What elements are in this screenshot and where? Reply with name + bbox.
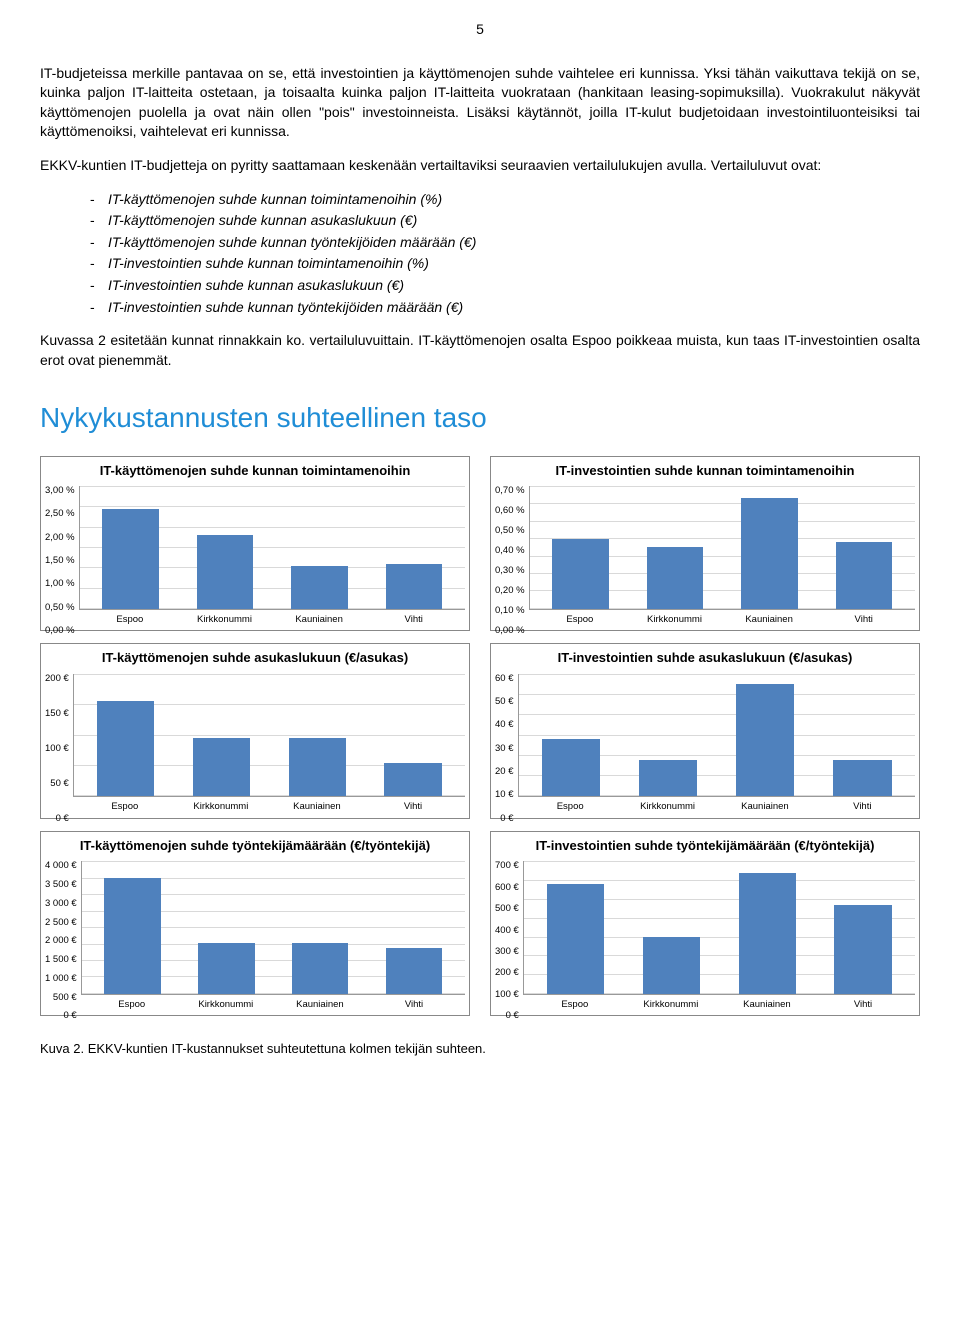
chart-card: IT-käyttömenojen suhde työntekijämäärään… xyxy=(40,831,470,1017)
para-1: IT-budjeteissa merkille pantavaa on se, … xyxy=(40,64,920,142)
x-tick: Kirkkonummi xyxy=(179,998,273,1011)
bullet-list: IT-käyttömenojen suhde kunnan toimintame… xyxy=(90,190,920,318)
chart-bar xyxy=(97,701,154,796)
x-tick: Kirkkonummi xyxy=(173,800,269,813)
list-item: IT-käyttömenojen suhde kunnan asukasluku… xyxy=(90,211,920,231)
chart-title: IT-investointien suhde kunnan toimintame… xyxy=(495,463,915,479)
x-tick: Kauniainen xyxy=(272,613,367,626)
x-axis: EspooKirkkonummiKauniainenVihti xyxy=(73,797,465,813)
chart-card: IT-käyttömenojen suhde kunnan toimintame… xyxy=(40,456,470,632)
bullet-text: IT-käyttömenojen suhde kunnan työntekijö… xyxy=(108,234,476,250)
chart-bar xyxy=(193,738,250,796)
chart-plot xyxy=(518,674,916,798)
chart-bar xyxy=(542,739,600,796)
section-title: Nykykustannusten suhteellinen taso xyxy=(40,398,920,437)
chart-plot xyxy=(81,861,465,995)
chart-bar xyxy=(736,684,794,796)
para-2-intro: EKKV-kuntien IT-budjetteja on pyritty sa… xyxy=(40,156,920,176)
y-axis: 0,70 %0,60 %0,50 %0,40 %0,30 %0,20 %0,10… xyxy=(495,486,529,626)
chart-bar xyxy=(639,760,697,797)
chart-bar xyxy=(292,943,348,994)
x-tick: Vihti xyxy=(366,613,461,626)
chart-card: IT-investointien suhde työntekijämäärään… xyxy=(490,831,920,1017)
x-tick: Espoo xyxy=(522,800,619,813)
x-tick: Kauniainen xyxy=(269,800,365,813)
chart-title: IT-käyttömenojen suhde kunnan toimintame… xyxy=(45,463,465,479)
chart-bar xyxy=(198,943,254,994)
x-tick: Kirkkonummi xyxy=(627,613,722,626)
chart-bar xyxy=(643,937,700,994)
bullet-text: IT-investointien suhde kunnan toimintame… xyxy=(108,255,429,271)
x-tick: Kirkkonummi xyxy=(619,800,716,813)
chart-plot xyxy=(79,486,465,610)
chart-bar xyxy=(833,760,891,797)
y-axis: 700 €600 €500 €400 €300 €200 €100 €0 € xyxy=(495,861,523,1011)
chart-bar xyxy=(552,539,609,609)
x-tick: Kirkkonummi xyxy=(623,998,719,1011)
chart-plot xyxy=(529,486,915,610)
chart-plot xyxy=(73,674,465,798)
list-item: IT-käyttömenojen suhde kunnan työntekijö… xyxy=(90,233,920,253)
chart-bar xyxy=(291,566,348,609)
x-axis: EspooKirkkonummiKauniainenVihti xyxy=(81,995,465,1011)
chart-bar xyxy=(384,763,441,797)
x-axis: EspooKirkkonummiKauniainenVihti xyxy=(518,797,916,813)
list-item: IT-investointien suhde kunnan työntekijö… xyxy=(90,298,920,318)
x-tick: Espoo xyxy=(533,613,628,626)
x-tick: Espoo xyxy=(85,998,179,1011)
page-number: 5 xyxy=(40,20,920,40)
chart-plot xyxy=(523,861,915,995)
bullet-text: IT-investointien suhde kunnan työntekijö… xyxy=(108,299,463,315)
y-axis: 4 000 €3 500 €3 000 €2 500 €2 000 €1 500… xyxy=(45,861,81,1011)
x-axis: EspooKirkkonummiKauniainenVihti xyxy=(79,610,465,626)
figure-caption: Kuva 2. EKKV-kuntien IT-kustannukset suh… xyxy=(40,1040,920,1058)
chart-card: IT-käyttömenojen suhde asukaslukuun (€/a… xyxy=(40,643,470,819)
list-item: IT-investointien suhde kunnan toimintame… xyxy=(90,254,920,274)
chart-title: IT-käyttömenojen suhde asukaslukuun (€/a… xyxy=(45,650,465,666)
x-tick: Kauniainen xyxy=(273,998,367,1011)
x-tick: Vihti xyxy=(365,800,461,813)
chart-title: IT-investointien suhde työntekijämäärään… xyxy=(495,838,915,854)
x-tick: Espoo xyxy=(83,613,178,626)
chart-bar xyxy=(741,498,798,608)
chart-bar xyxy=(104,878,160,994)
x-tick: Kirkkonummi xyxy=(177,613,272,626)
list-item: IT-käyttömenojen suhde kunnan toimintame… xyxy=(90,190,920,210)
bullet-text: IT-käyttömenojen suhde kunnan toimintame… xyxy=(108,191,442,207)
chart-bar xyxy=(102,509,159,609)
chart-bar xyxy=(197,535,254,609)
y-axis: 60 €50 €40 €30 €20 €10 €0 € xyxy=(495,674,518,814)
x-tick: Espoo xyxy=(527,998,623,1011)
chart-title: IT-käyttömenojen suhde työntekijämäärään… xyxy=(45,838,465,854)
chart-bar xyxy=(739,873,796,994)
chart-bar xyxy=(647,547,704,608)
x-tick: Kauniainen xyxy=(722,613,817,626)
chart-card: IT-investointien suhde asukaslukuun (€/a… xyxy=(490,643,920,819)
chart-bar xyxy=(547,884,604,994)
chart-bar xyxy=(386,948,442,994)
x-tick: Kauniainen xyxy=(716,800,813,813)
x-tick: Espoo xyxy=(77,800,173,813)
x-tick: Vihti xyxy=(814,800,911,813)
para-3: Kuvassa 2 esitetään kunnat rinnakkain ko… xyxy=(40,331,920,370)
list-item: IT-investointien suhde kunnan asukasluku… xyxy=(90,276,920,296)
x-tick: Kauniainen xyxy=(719,998,815,1011)
y-axis: 200 €150 €100 €50 €0 € xyxy=(45,674,73,814)
chart-bar xyxy=(289,738,346,796)
chart-card: IT-investointien suhde kunnan toimintame… xyxy=(490,456,920,632)
x-tick: Vihti xyxy=(816,613,911,626)
chart-bar xyxy=(834,905,891,994)
bullet-text: IT-käyttömenojen suhde kunnan asukasluku… xyxy=(108,212,417,228)
y-axis: 3,00 %2,50 %2,00 %1,50 %1,00 %0,50 %0,00… xyxy=(45,486,79,626)
chart-title: IT-investointien suhde asukaslukuun (€/a… xyxy=(495,650,915,666)
x-axis: EspooKirkkonummiKauniainenVihti xyxy=(523,995,915,1011)
x-axis: EspooKirkkonummiKauniainenVihti xyxy=(529,610,915,626)
x-tick: Vihti xyxy=(815,998,911,1011)
charts-grid: IT-käyttömenojen suhde kunnan toimintame… xyxy=(40,456,920,1017)
chart-bar xyxy=(836,542,893,609)
chart-bar xyxy=(386,564,443,609)
x-tick: Vihti xyxy=(367,998,461,1011)
bullet-text: IT-investointien suhde kunnan asukasluku… xyxy=(108,277,404,293)
